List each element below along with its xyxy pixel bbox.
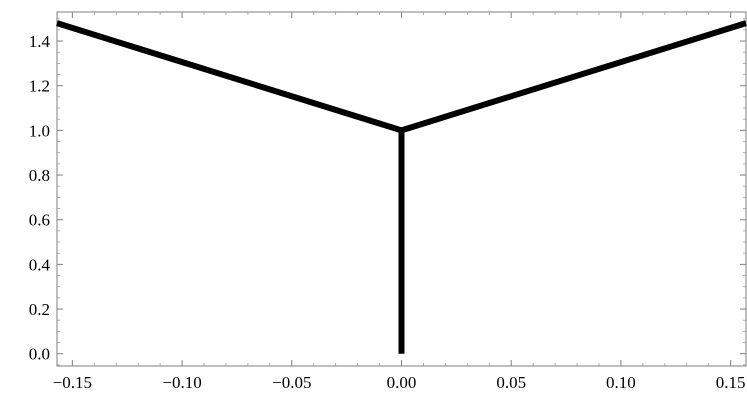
y-tick-label: 1.2	[29, 77, 50, 96]
x-tick-label: −0.05	[272, 373, 311, 392]
y-tick-label: 0.2	[29, 300, 50, 319]
x-tick-label: −0.15	[53, 373, 92, 392]
x-tick-label: 0.15	[716, 373, 746, 392]
y-tick-label: 1.0	[29, 121, 50, 140]
y-tick-label: 0.0	[29, 345, 50, 364]
major-ticks	[57, 12, 746, 366]
x-tick-label: −0.10	[162, 373, 201, 392]
minor-ticks	[57, 12, 746, 366]
y-tick-label: 0.8	[29, 166, 50, 185]
x-tick-label: 0.10	[606, 373, 636, 392]
series-line-3	[400, 20, 747, 134]
series-layer	[56, 20, 747, 354]
series-line-2	[56, 20, 403, 134]
y-tick-label: 0.4	[29, 255, 51, 274]
y-tick-labels: 0.0 0.2 0.4 0.6 0.8 1.0 1.2 1.4	[29, 32, 51, 364]
y-tick-label: 0.6	[29, 211, 50, 230]
x-tick-label: 0.05	[496, 373, 526, 392]
x-tick-labels: −0.15 −0.10 −0.05 0.00 0.05 0.10 0.15	[53, 373, 746, 392]
y-tick-label: 1.4	[29, 32, 51, 51]
x-tick-label: 0.00	[387, 373, 417, 392]
